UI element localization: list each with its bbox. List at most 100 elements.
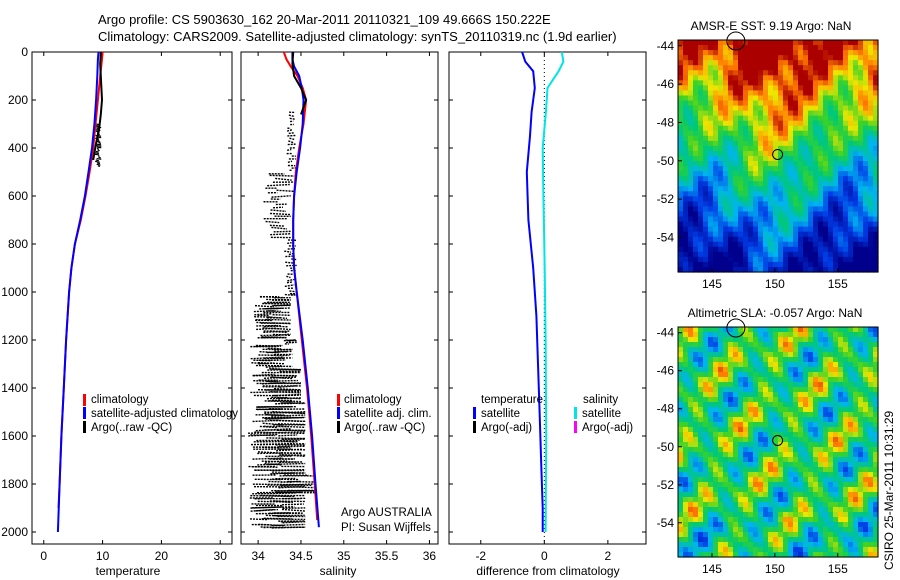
map-cell [843, 532, 849, 538]
map-cell [808, 367, 814, 373]
map-cell [798, 532, 804, 538]
map-cell [858, 131, 864, 137]
map-cell [743, 462, 749, 468]
map-cell [768, 512, 774, 518]
map-cell [818, 50, 824, 56]
map-cell [738, 131, 744, 137]
figure: Argo profile: CS 5903630_162 20-Mar-2011… [0, 0, 900, 580]
map-cell [733, 106, 739, 112]
map-cell [803, 80, 809, 86]
map-cell [783, 427, 789, 433]
map-cell [773, 217, 779, 223]
map-cell [773, 95, 779, 101]
map-cell [698, 146, 704, 152]
map-cell [868, 151, 874, 157]
map-cell [718, 252, 724, 258]
map-cell [718, 166, 724, 172]
map-cell [743, 217, 749, 223]
map-cell [753, 372, 759, 378]
map-cell [758, 181, 764, 187]
map-cell [743, 382, 749, 388]
map-cell [763, 522, 769, 528]
map-cell [708, 442, 714, 448]
map-cell [818, 237, 824, 243]
map-cell [808, 106, 814, 112]
map-cell [863, 477, 869, 483]
map-cell [838, 472, 844, 478]
map-cell [763, 211, 769, 217]
map-cell [818, 417, 824, 423]
map-cell [848, 512, 854, 518]
map-cell [798, 397, 804, 403]
map-cell [853, 477, 859, 483]
map-cell [868, 166, 874, 172]
map-cell [858, 75, 864, 81]
map-cell [738, 262, 744, 268]
map-cell [823, 242, 829, 248]
map-cell [688, 327, 694, 333]
map-cell [753, 151, 759, 157]
map-cell [853, 357, 859, 363]
map-cell [813, 467, 819, 473]
map-cell [708, 482, 714, 488]
map-cell [768, 482, 774, 488]
map-cell [738, 357, 744, 363]
map-cell [833, 176, 839, 182]
map-cell [813, 517, 819, 523]
map-cell [678, 537, 684, 543]
map-cell [808, 211, 814, 217]
map-cell [758, 257, 764, 263]
map-cell [703, 40, 709, 46]
map-cell [798, 211, 804, 217]
map-cell [843, 412, 849, 418]
map-cell [693, 342, 699, 348]
map-cell [683, 247, 689, 253]
map-cell [818, 217, 824, 223]
map-cell [738, 151, 744, 157]
map-cell [738, 70, 744, 76]
map-cell [833, 247, 839, 253]
map-cell [678, 357, 684, 363]
map-cell [723, 55, 729, 61]
map-cell [678, 462, 684, 468]
legend-label-climatology: climatology [91, 394, 149, 406]
map-cell [783, 40, 789, 46]
map-cell [848, 166, 854, 172]
map-cell [793, 60, 799, 66]
map-cell [828, 196, 834, 202]
map-cell [838, 45, 844, 51]
map-cell [848, 547, 854, 553]
map-cell [723, 447, 729, 453]
map-cell [728, 181, 734, 187]
map-cell [688, 116, 694, 122]
argo-qc-point [98, 166, 100, 167]
map-cell [678, 141, 684, 147]
map-cell [848, 382, 854, 388]
map-cell [728, 507, 734, 513]
map-cell [868, 70, 874, 76]
map-cell [788, 55, 794, 61]
map-cell [723, 257, 729, 263]
map-cell [728, 517, 734, 523]
map-cell [863, 392, 869, 398]
map-cell [718, 242, 724, 248]
map-cell [803, 156, 809, 162]
map-cell [863, 106, 869, 112]
map-cell [803, 367, 809, 373]
map-cell [778, 357, 784, 363]
map-cell [698, 527, 704, 533]
map-cell [723, 457, 729, 463]
map-cell [718, 151, 724, 157]
map-cell [838, 232, 844, 238]
map-cell [853, 85, 859, 91]
map-cell [783, 337, 789, 343]
map-cell [763, 477, 769, 483]
map-cell [758, 377, 764, 383]
map-cell [708, 95, 714, 101]
map-cell [683, 337, 689, 343]
map-cell [848, 181, 854, 187]
map-cell [743, 50, 749, 56]
map-cell [808, 362, 814, 368]
map-cell [763, 222, 769, 228]
map-cell [788, 522, 794, 528]
